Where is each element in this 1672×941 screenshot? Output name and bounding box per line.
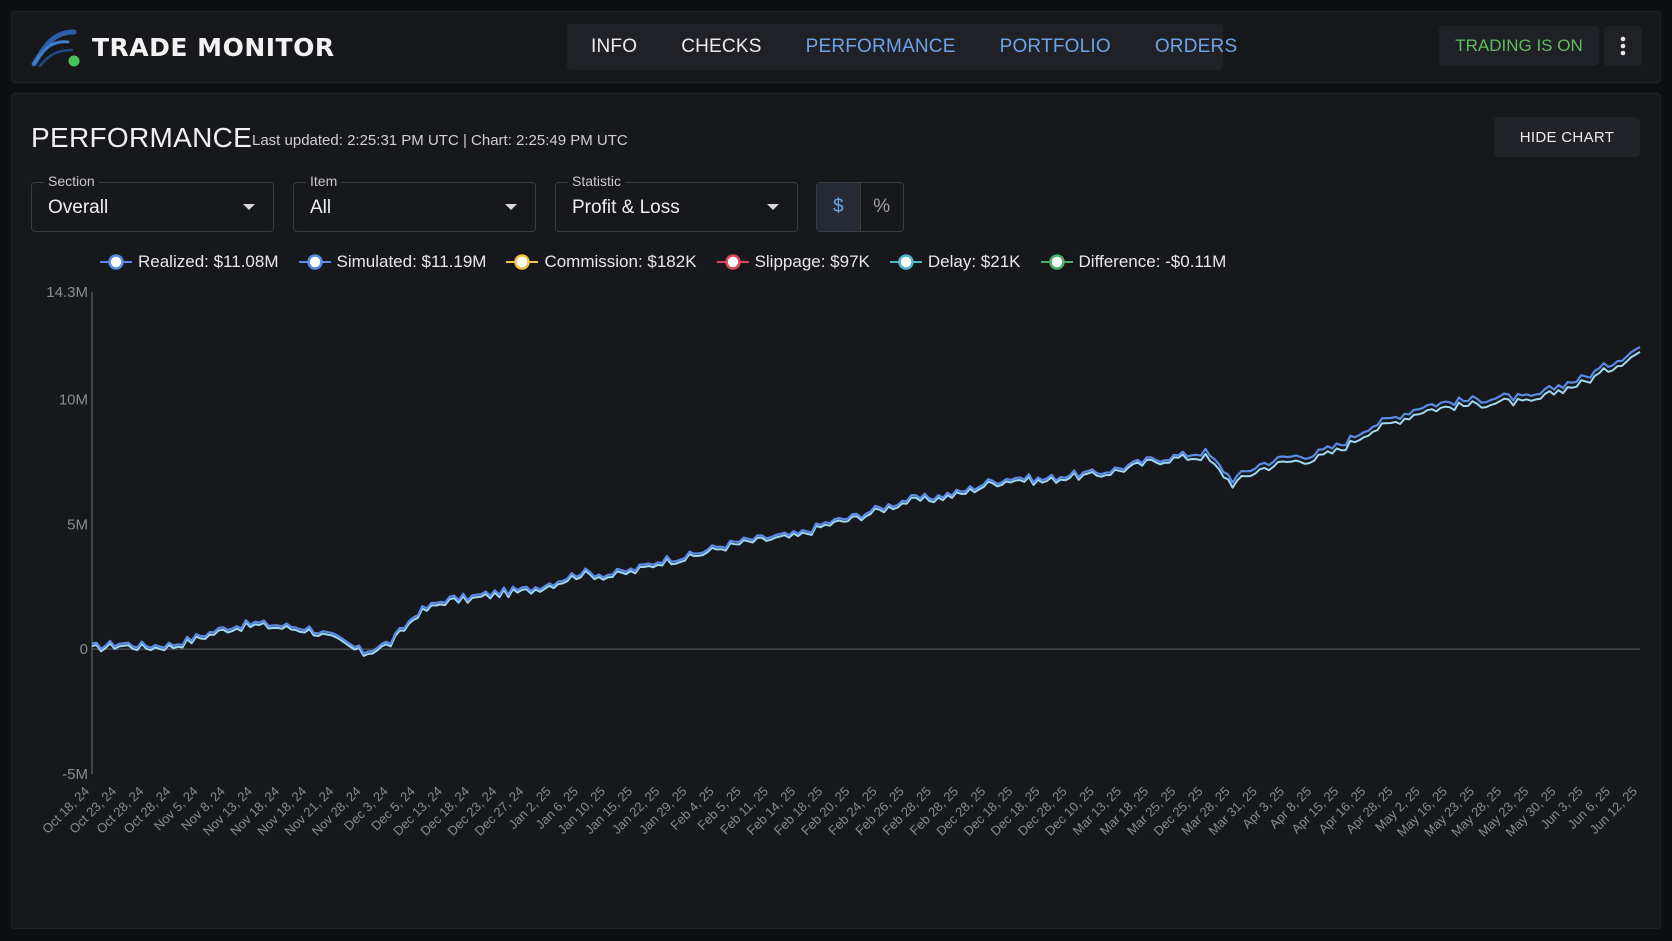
legend-realized[interactable]: Realized: $11.08M bbox=[100, 252, 279, 272]
performance-panel: PERFORMANCE Last updated: 2:25:31 PM UTC… bbox=[11, 93, 1661, 929]
y-tick-label: -5M bbox=[62, 766, 88, 783]
legend-marker-icon bbox=[298, 254, 337, 270]
chevron-down-icon bbox=[243, 204, 255, 210]
section-select[interactable]: Section Overall bbox=[31, 173, 274, 232]
percent-toggle-button[interactable]: % bbox=[873, 196, 891, 217]
y-tick-label: 14.3M bbox=[46, 284, 88, 301]
nav-performance[interactable]: PERFORMANCE bbox=[805, 36, 956, 57]
statistic-value: Profit & Loss bbox=[572, 197, 680, 218]
series-line-realized bbox=[91, 345, 1641, 655]
last-updated-text: Last updated: 2:25:31 PM UTC | Chart: 2:… bbox=[252, 132, 628, 149]
hide-chart-button[interactable]: HIDE CHART bbox=[1494, 117, 1640, 157]
chevron-down-icon bbox=[505, 204, 517, 210]
legend-label: Realized: $11.08M bbox=[138, 252, 279, 271]
legend-simulated[interactable]: Simulated: $11.19M bbox=[298, 252, 487, 272]
legend-marker-icon bbox=[889, 254, 928, 270]
legend-marker-icon bbox=[100, 254, 138, 270]
legend-difference[interactable]: Difference: -$0.11M bbox=[1040, 252, 1227, 272]
legend-marker-icon bbox=[716, 254, 755, 270]
section-label: Section bbox=[44, 173, 99, 189]
legend-delay[interactable]: Delay: $21K bbox=[889, 252, 1021, 272]
page-title: PERFORMANCE bbox=[31, 122, 253, 153]
legend-label: Difference: -$0.11M bbox=[1078, 252, 1227, 271]
nav-orders[interactable]: ORDERS bbox=[1154, 36, 1238, 57]
legend-label: Slippage: $97K bbox=[754, 252, 870, 271]
chart-legend: Realized: $11.08M Simulated: $11.19M Com… bbox=[100, 252, 1246, 272]
item-select[interactable]: Item All bbox=[293, 173, 536, 232]
y-tick-label: 10M bbox=[59, 391, 88, 408]
item-label: Item bbox=[306, 173, 342, 189]
more-vert-icon[interactable] bbox=[1604, 26, 1642, 66]
nav-checks[interactable]: CHECKS bbox=[681, 36, 762, 57]
top-bar: TRADE MONITOR INFO CHECKS PERFORMANCE PO… bbox=[11, 11, 1661, 83]
dollar-toggle-button[interactable]: $ bbox=[817, 183, 861, 231]
item-value: All bbox=[310, 197, 332, 218]
unit-toggle: $ % bbox=[816, 182, 904, 232]
nav-info[interactable]: INFO bbox=[591, 36, 638, 57]
legend-commission[interactable]: Commission: $182K bbox=[506, 252, 697, 272]
legend-slippage[interactable]: Slippage: $97K bbox=[716, 252, 870, 272]
series-line-simulated bbox=[91, 351, 1641, 657]
y-tick-label: 0 bbox=[80, 641, 88, 658]
chevron-down-icon bbox=[767, 204, 779, 210]
wave-logo-icon bbox=[30, 24, 80, 70]
brand[interactable]: TRADE MONITOR bbox=[30, 24, 335, 70]
legend-label: Simulated: $11.19M bbox=[336, 252, 487, 271]
legend-label: Commission: $182K bbox=[544, 252, 697, 271]
statistic-select[interactable]: Statistic Profit & Loss bbox=[555, 173, 798, 232]
app-title: TRADE MONITOR bbox=[92, 32, 335, 62]
legend-marker-icon bbox=[506, 254, 544, 270]
trading-status-button[interactable]: TRADING IS ON bbox=[1439, 26, 1599, 66]
section-value: Overall bbox=[48, 197, 109, 218]
nav-portfolio[interactable]: PORTFOLIO bbox=[999, 36, 1111, 57]
y-tick-label: 5M bbox=[67, 516, 88, 533]
main-nav: INFO CHECKS PERFORMANCE PORTFOLIO ORDERS bbox=[567, 24, 1237, 70]
statistic-label: Statistic bbox=[568, 173, 626, 189]
legend-label: Delay: $21K bbox=[927, 252, 1021, 271]
legend-marker-icon bbox=[1040, 254, 1079, 270]
